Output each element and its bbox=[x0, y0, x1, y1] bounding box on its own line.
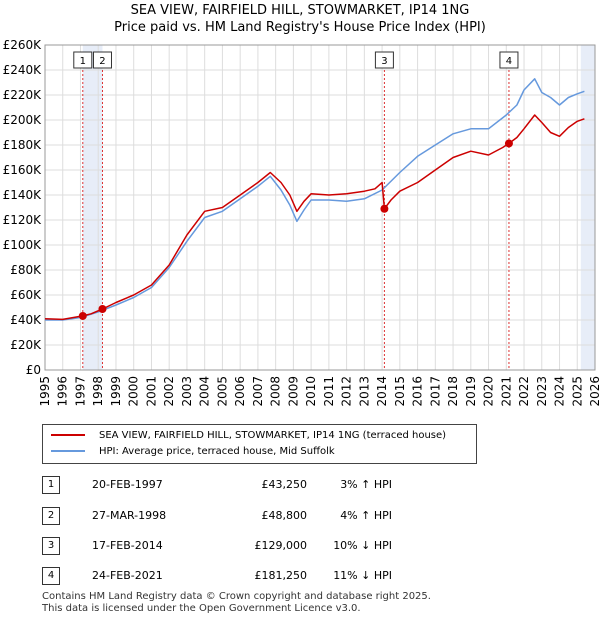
sale-price: £129,000 bbox=[254, 539, 308, 552]
sale-number-badge: 1 bbox=[42, 476, 60, 494]
sale-date: 27-MAR-1998 bbox=[92, 509, 167, 522]
y-tick-label: £60K bbox=[10, 288, 42, 302]
sale-price: £181,250 bbox=[254, 569, 308, 582]
y-tick-label: £80K bbox=[10, 263, 42, 277]
series-line bbox=[45, 78, 585, 321]
sale-point bbox=[78, 311, 87, 320]
series-line bbox=[44, 114, 585, 321]
y-tick-label: £240K bbox=[3, 63, 43, 77]
y-tick-label: £40K bbox=[10, 313, 42, 327]
y-tick-label: £200K bbox=[3, 113, 43, 127]
x-tick-label: 2015 bbox=[393, 376, 407, 407]
y-tick-label: £220K bbox=[3, 88, 43, 102]
plot-area bbox=[45, 45, 595, 370]
sale-number-label: 2 bbox=[99, 56, 105, 67]
footer-license: This data is licensed under the Open Gov… bbox=[42, 603, 361, 614]
sale-point bbox=[98, 305, 107, 313]
x-tick-label: 2023 bbox=[535, 376, 549, 407]
legend-swatch-blue bbox=[51, 450, 85, 452]
y-tick-label: £120K bbox=[3, 213, 43, 227]
x-tick-label: 1995 bbox=[38, 376, 52, 407]
y-tick-label: £100K bbox=[3, 238, 43, 252]
x-tick-label: 1997 bbox=[73, 376, 87, 407]
x-tick-label: 2019 bbox=[464, 376, 478, 407]
sale-number-box bbox=[374, 51, 394, 69]
sale-hpi-diff: 10% ↓ HPI bbox=[333, 539, 392, 552]
x-tick-label: 2021 bbox=[499, 376, 513, 407]
x-tick-label: 2008 bbox=[269, 376, 283, 407]
x-tick-label: 1996 bbox=[56, 376, 70, 407]
sale-point bbox=[380, 204, 389, 213]
x-tick-label: 2020 bbox=[482, 376, 496, 407]
legend-swatch-red bbox=[51, 434, 85, 436]
x-tick-label: 2022 bbox=[517, 376, 531, 407]
price-chart: £0 £20K £40K £60K £80K £100K £120K £140K £160K £1… bbox=[3, 38, 600, 407]
legend-item-property: SEA VIEW, FAIRFIELD HILL, STOWMARKET, IP… bbox=[51, 428, 446, 444]
shaded-range bbox=[580, 45, 595, 370]
sale-date: 24-FEB-2021 bbox=[92, 569, 163, 582]
x-tick-label: 2010 bbox=[304, 376, 318, 407]
x-tick-label: 1998 bbox=[91, 376, 105, 407]
y-tick-label: £260K bbox=[3, 38, 43, 52]
x-tick-label: 2000 bbox=[127, 376, 141, 407]
sale-number-badge: 4 bbox=[42, 567, 60, 585]
sale-hpi-diff: 3% ↑ HPI bbox=[340, 478, 392, 491]
footer-copyright: Contains HM Land Registry data © Crown c… bbox=[42, 591, 431, 602]
chart-subtitle: Price paid vs. HM Land Registry's House … bbox=[114, 20, 486, 35]
x-tick-label: 2005 bbox=[215, 376, 229, 407]
sale-number-box bbox=[499, 51, 519, 69]
sale-hpi-diff: 11% ↓ HPI bbox=[333, 569, 392, 582]
y-tick-label: £0 bbox=[26, 363, 41, 377]
sale-price: £43,250 bbox=[261, 478, 308, 491]
x-tick-label: 2017 bbox=[428, 376, 442, 407]
sale-number-label: 1 bbox=[80, 56, 86, 67]
sale-date: 17-FEB-2014 bbox=[92, 539, 163, 552]
shaded-range bbox=[82, 45, 103, 370]
sale-number-badge: 3 bbox=[42, 537, 60, 555]
x-tick-label: 2004 bbox=[198, 376, 212, 407]
y-tick-label: £140K bbox=[3, 188, 43, 202]
x-tick-label: 2024 bbox=[553, 376, 567, 407]
legend-label-property: SEA VIEW, FAIRFIELD HILL, STOWMARKET, IP… bbox=[99, 430, 447, 441]
sale-number-label: 3 bbox=[381, 56, 387, 67]
x-tick-label: 2016 bbox=[411, 376, 425, 407]
y-tick-label: £180K bbox=[3, 138, 43, 152]
sale-date: 20-FEB-1997 bbox=[92, 478, 163, 491]
x-tick-label: 2012 bbox=[340, 376, 354, 407]
y-tick-label: £20K bbox=[10, 338, 42, 352]
sale-point bbox=[504, 139, 513, 148]
y-tick-label: £160K bbox=[3, 163, 43, 177]
x-tick-label: 2003 bbox=[180, 376, 194, 407]
sale-number-label: 4 bbox=[506, 56, 512, 67]
x-tick-label: 2013 bbox=[357, 376, 371, 407]
x-tick-label: 2014 bbox=[375, 376, 389, 407]
x-tick-label: 2009 bbox=[286, 376, 300, 407]
plot-frame bbox=[44, 44, 596, 371]
sale-price: £48,800 bbox=[261, 509, 308, 522]
x-tick-label: 2001 bbox=[144, 376, 158, 407]
x-tick-label: 2026 bbox=[588, 376, 600, 407]
legend-label-hpi: HPI: Average price, terraced house, Mid … bbox=[99, 446, 335, 457]
sale-number-box bbox=[92, 51, 112, 69]
x-tick-label: 2006 bbox=[233, 376, 247, 407]
x-tick-label: 2025 bbox=[570, 376, 584, 407]
x-tick-label: 2007 bbox=[251, 376, 265, 407]
sale-number-badge: 2 bbox=[42, 507, 60, 525]
x-tick-label: 2002 bbox=[162, 376, 176, 407]
chart-title: SEA VIEW, FAIRFIELD HILL, STOWMARKET, IP… bbox=[130, 3, 470, 18]
x-tick-label: 1999 bbox=[109, 376, 123, 407]
sale-hpi-diff: 4% ↑ HPI bbox=[340, 509, 392, 522]
sale-number-box bbox=[73, 51, 93, 69]
legend-item-hpi: HPI: Average price, terraced house, Mid … bbox=[51, 444, 335, 460]
x-tick-label: 2018 bbox=[446, 376, 460, 407]
x-tick-label: 2011 bbox=[322, 376, 336, 407]
legend: SEA VIEW, FAIRFIELD HILL, STOWMARKET, IP… bbox=[42, 424, 477, 464]
